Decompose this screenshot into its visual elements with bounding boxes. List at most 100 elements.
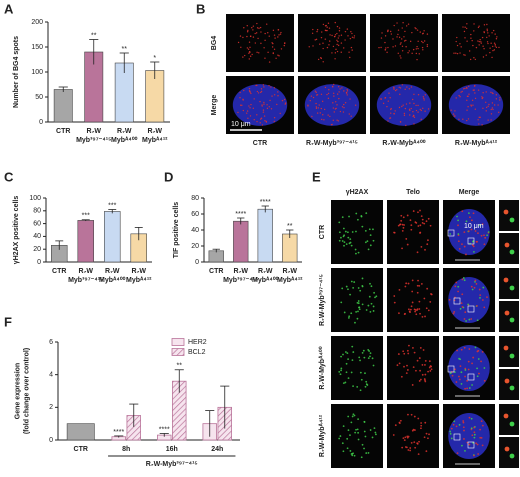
zoom-spot [509,217,515,223]
spot [320,57,323,60]
spot [424,110,426,112]
spot [394,110,396,112]
spot [497,104,499,106]
spot [334,21,336,24]
spot [488,103,490,106]
spot [249,46,251,49]
spot [352,413,355,416]
spot [460,371,463,374]
spot [419,347,422,349]
y-tick-label: 0 [49,437,53,444]
spot [354,431,357,434]
spot [350,371,353,374]
spot [459,52,461,54]
spot [274,37,276,39]
spot [429,224,432,227]
spot [481,96,483,98]
spot [479,294,482,296]
spot [357,218,359,221]
spot [456,452,459,454]
spot [357,251,360,254]
spot [417,453,420,456]
spot [283,44,286,47]
spot [360,214,363,217]
spot [461,306,464,308]
spot [464,449,466,452]
spot [398,312,400,315]
spot [483,234,485,237]
spot [461,444,463,447]
spot [499,97,501,99]
spot [362,349,365,352]
spot [321,100,324,103]
spot [277,54,279,56]
spot [386,105,388,108]
spot [280,48,283,50]
spot [410,305,413,308]
spot [463,231,466,234]
spot [417,111,419,113]
spot [398,362,401,365]
spot [462,426,465,429]
spot [492,29,495,32]
spot [492,92,494,95]
spot [457,233,460,235]
spot [338,91,340,93]
spot [457,290,459,293]
spot [309,99,311,102]
spot [413,441,416,444]
y-tick-label: 100 [31,69,43,76]
spot [320,118,323,121]
spot [355,311,358,313]
spot [371,357,374,360]
spot [324,25,327,27]
spot [252,107,255,109]
spot [459,43,461,45]
spot [361,284,364,287]
spot [369,282,371,285]
spot [263,101,265,104]
spot [314,90,317,92]
spot [406,435,409,438]
spot [353,35,356,37]
spot [458,94,460,97]
spot [471,384,473,386]
spot [355,428,357,431]
spot [251,53,253,56]
spot [336,119,338,121]
spot [241,104,243,106]
spot [346,231,349,234]
spot [403,439,406,441]
bar [208,250,224,263]
spot [473,436,476,439]
spot [326,26,328,28]
spot [374,296,376,299]
spot [405,282,408,285]
spot [381,32,383,34]
spot [396,36,398,38]
spot [260,90,263,93]
spot [242,109,245,112]
spot [341,442,344,445]
spot [326,46,329,49]
spot [483,367,486,369]
spot [328,89,330,91]
spot [256,22,258,25]
spot [409,311,411,313]
row-label: CTR [319,225,326,239]
spot [454,368,456,371]
y-tick-label: 150 [31,44,43,51]
zoom [499,301,519,332]
spot [405,238,408,240]
spot [429,301,432,303]
spot [402,104,404,106]
spot [344,381,347,384]
spot [412,210,415,212]
spot [406,243,409,246]
spot [482,286,485,289]
spot [272,42,274,45]
spot [450,437,453,440]
spot [364,385,367,388]
zoom-spot [509,249,515,255]
spot [338,97,340,100]
